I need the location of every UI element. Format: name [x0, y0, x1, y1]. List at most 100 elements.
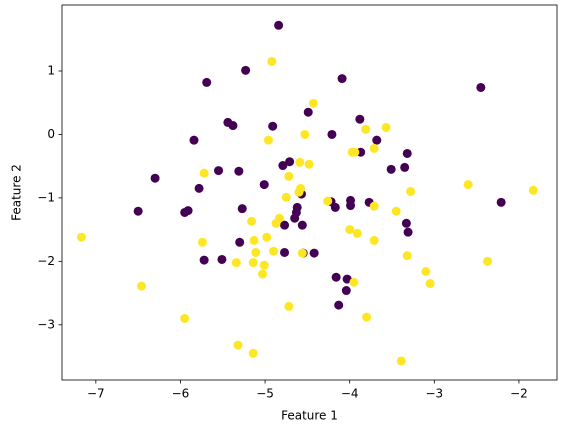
point: [180, 313, 190, 323]
point: [346, 201, 356, 211]
point: [271, 218, 281, 228]
y-tick-label: −3: [37, 317, 55, 331]
point: [248, 258, 258, 268]
point: [228, 121, 238, 131]
point: [262, 232, 272, 242]
y-tick-label: 0: [47, 127, 55, 141]
point: [421, 266, 431, 276]
point: [285, 157, 295, 167]
point: [350, 147, 360, 157]
point: [280, 247, 290, 257]
point: [396, 356, 406, 366]
point: [150, 173, 160, 183]
point: [403, 227, 413, 237]
point: [345, 225, 355, 235]
point: [381, 122, 391, 132]
point: [362, 312, 372, 322]
point: [267, 56, 277, 66]
point: [237, 204, 247, 214]
point: [369, 143, 379, 153]
point: [303, 107, 313, 117]
point: [361, 124, 371, 134]
point: [133, 206, 143, 216]
x-tick-label: −7: [87, 387, 105, 401]
point: [349, 277, 359, 287]
point: [300, 129, 310, 139]
point: [352, 228, 362, 238]
point: [278, 161, 288, 171]
point: [233, 340, 243, 350]
point: [189, 135, 199, 145]
point: [342, 274, 352, 284]
point: [400, 162, 410, 172]
point: [337, 74, 347, 84]
point: [290, 213, 300, 223]
point: [76, 232, 86, 242]
x-tick-label: −4: [341, 387, 359, 401]
point: [341, 286, 351, 296]
point: [197, 237, 207, 247]
point: [401, 218, 411, 228]
point: [259, 260, 269, 270]
point: [258, 269, 268, 279]
point: [234, 166, 244, 176]
y-tick-label: −2: [37, 254, 55, 268]
point: [476, 82, 486, 92]
point: [259, 180, 269, 190]
point: [284, 301, 294, 311]
point: [284, 171, 294, 181]
x-axis-label: Feature 1: [281, 409, 338, 423]
point: [180, 207, 190, 217]
point: [199, 168, 209, 178]
point: [308, 98, 318, 108]
point: [214, 166, 224, 176]
point: [263, 135, 273, 145]
point: [235, 237, 245, 247]
point: [386, 164, 396, 174]
point: [406, 187, 416, 197]
point: [295, 157, 305, 167]
point: [528, 185, 538, 195]
x-tick-label: −2: [510, 387, 528, 401]
point: [194, 183, 204, 193]
point: [280, 220, 290, 230]
point: [241, 65, 251, 75]
point: [323, 196, 333, 206]
point: [463, 180, 473, 190]
point: [274, 20, 284, 30]
point: [334, 300, 344, 310]
x-tick-label: −5: [256, 387, 274, 401]
point: [251, 247, 261, 257]
point: [297, 248, 307, 258]
point: [331, 272, 341, 282]
point: [247, 216, 257, 226]
point: [231, 258, 241, 268]
point: [268, 121, 278, 131]
point: [372, 135, 382, 145]
point: [369, 235, 379, 245]
point: [425, 279, 435, 289]
point: [297, 220, 307, 230]
point: [249, 235, 259, 245]
point: [327, 129, 337, 139]
y-axis-label: Feature 2: [10, 164, 24, 221]
point: [281, 192, 291, 202]
point: [199, 255, 209, 265]
point: [402, 251, 412, 261]
point: [369, 201, 379, 211]
point: [304, 159, 314, 169]
point: [355, 114, 365, 124]
x-tick-label: −6: [172, 387, 190, 401]
point: [330, 202, 340, 212]
point: [483, 256, 493, 266]
point: [402, 148, 412, 158]
y-tick-label: −1: [37, 190, 55, 204]
point: [294, 187, 304, 197]
y-tick-label: 1: [47, 63, 55, 77]
x-tick-label: −3: [425, 387, 443, 401]
point: [391, 206, 401, 216]
point: [217, 254, 227, 264]
point: [248, 348, 258, 358]
point: [496, 197, 506, 207]
